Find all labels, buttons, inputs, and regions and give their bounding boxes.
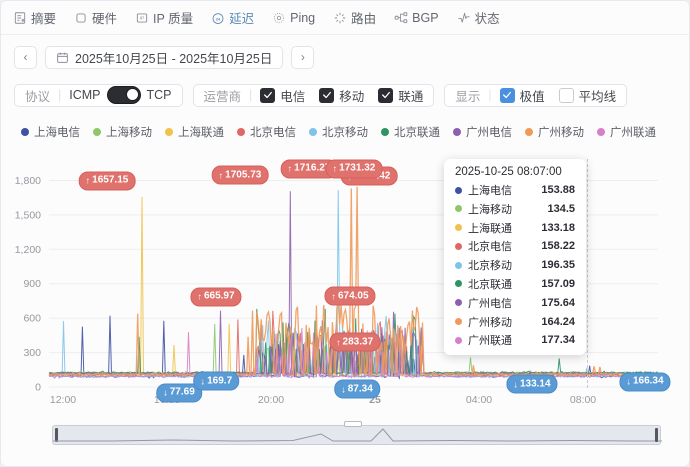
svg-text:08:00: 08:00 xyxy=(570,394,596,406)
svg-text:1,200: 1,200 xyxy=(15,244,41,256)
svg-text:300: 300 xyxy=(23,347,41,359)
svg-text:900: 900 xyxy=(23,278,41,290)
svg-text:24: 24 xyxy=(216,17,221,21)
svg-text:12:00: 12:00 xyxy=(50,394,76,406)
svg-text:04:00: 04:00 xyxy=(466,394,492,406)
svg-text:1,500: 1,500 xyxy=(15,209,41,221)
svg-text:IP: IP xyxy=(140,15,144,20)
svg-text:1,800: 1,800 xyxy=(15,175,41,187)
svg-text:20:00: 20:00 xyxy=(258,394,284,406)
svg-text:600: 600 xyxy=(23,313,41,325)
svg-text:0: 0 xyxy=(35,382,41,394)
